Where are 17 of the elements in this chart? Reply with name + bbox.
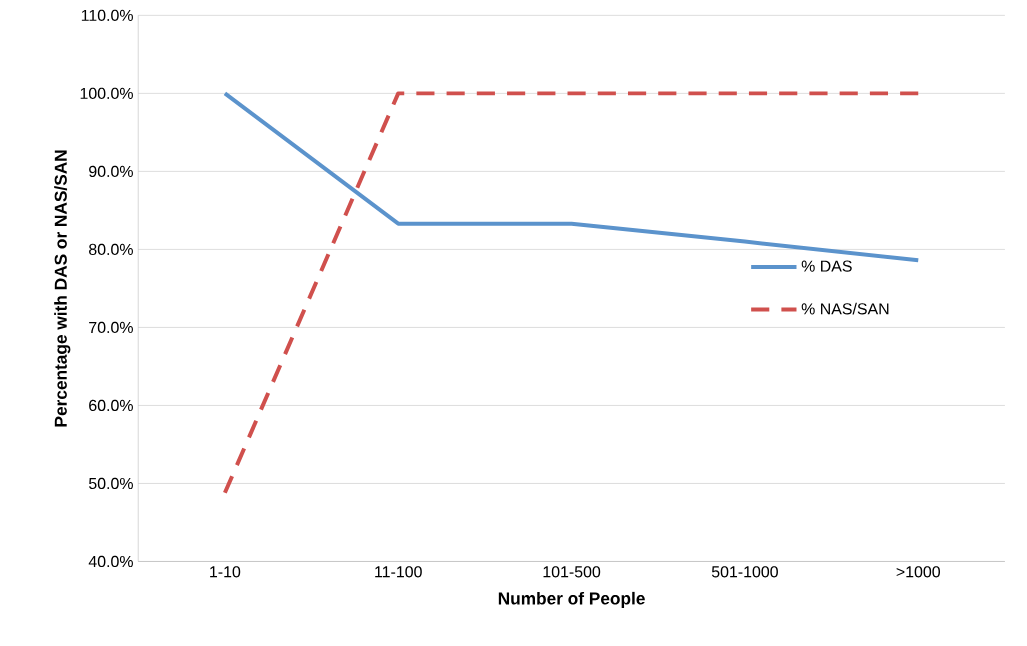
x-tick-label: 1-10 bbox=[210, 565, 241, 578]
legend-label: % DAS bbox=[801, 260, 852, 272]
x-tick-label: 11-100 bbox=[375, 565, 422, 578]
x-tick-label: 101-500 bbox=[543, 565, 601, 578]
x-axis-title: Number of People bbox=[498, 591, 645, 608]
x-tick-label: 501-1000 bbox=[711, 565, 778, 578]
y-tick-label: 110.0% bbox=[81, 9, 133, 21]
y-tick-label: 100.0% bbox=[80, 87, 133, 99]
y-tick-label: 90.0% bbox=[89, 165, 133, 177]
x-tick-label: >1000 bbox=[896, 565, 941, 578]
y-tick-label: 60.0% bbox=[89, 399, 133, 411]
y-tick-label: 40.0% bbox=[88, 555, 133, 567]
y-tick-label: 70.0% bbox=[89, 321, 133, 333]
y-tick-label: 80.0% bbox=[89, 243, 133, 255]
legend-label: % NAS/SAN bbox=[801, 302, 889, 315]
y-axis-title: Percentage with DAS or NAS/SAN bbox=[54, 150, 71, 427]
y-tick-label: 50.0% bbox=[88, 477, 133, 489]
